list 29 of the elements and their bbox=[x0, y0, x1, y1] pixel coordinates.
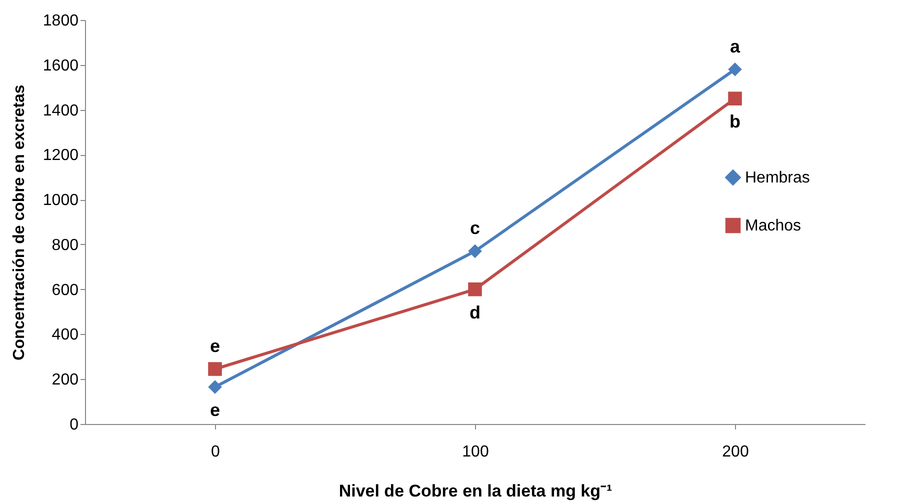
point bbox=[208, 362, 222, 376]
y-tick-label: 400 bbox=[52, 326, 79, 344]
y-tick-label: 1800 bbox=[42, 12, 79, 30]
annotation: c bbox=[470, 218, 480, 238]
annotation: d bbox=[470, 302, 480, 322]
y-tick-label: 0 bbox=[70, 416, 79, 434]
y-tick-label: 600 bbox=[52, 282, 79, 299]
annotation: a bbox=[730, 36, 741, 56]
y-axis-title: Concentración de cobre en excretas bbox=[10, 84, 28, 360]
point bbox=[468, 282, 482, 296]
y-tick-label: 1000 bbox=[42, 192, 79, 210]
annotation: e bbox=[210, 336, 220, 356]
x-tick-label: 0 bbox=[211, 444, 220, 460]
x-axis-title: Nivel de Cobre en la dieta mg kg⁻¹ bbox=[338, 482, 613, 500]
y-tick-label: 1400 bbox=[42, 102, 79, 120]
y-tick-label: 1600 bbox=[42, 57, 79, 74]
x-tick-label: 200 bbox=[722, 444, 749, 460]
y-tick-label: 200 bbox=[52, 372, 79, 389]
point bbox=[208, 380, 222, 394]
x-tick-label: 100 bbox=[462, 444, 489, 460]
point bbox=[728, 92, 742, 106]
point bbox=[468, 244, 482, 258]
annotation: b bbox=[730, 112, 740, 132]
y-tick-label: 1200 bbox=[42, 147, 79, 164]
y-tick-label: 800 bbox=[52, 236, 79, 254]
annotation: e bbox=[210, 400, 220, 420]
legend-label: Machos bbox=[745, 217, 802, 234]
point bbox=[728, 62, 742, 76]
legend-label: Hembras bbox=[745, 169, 810, 186]
